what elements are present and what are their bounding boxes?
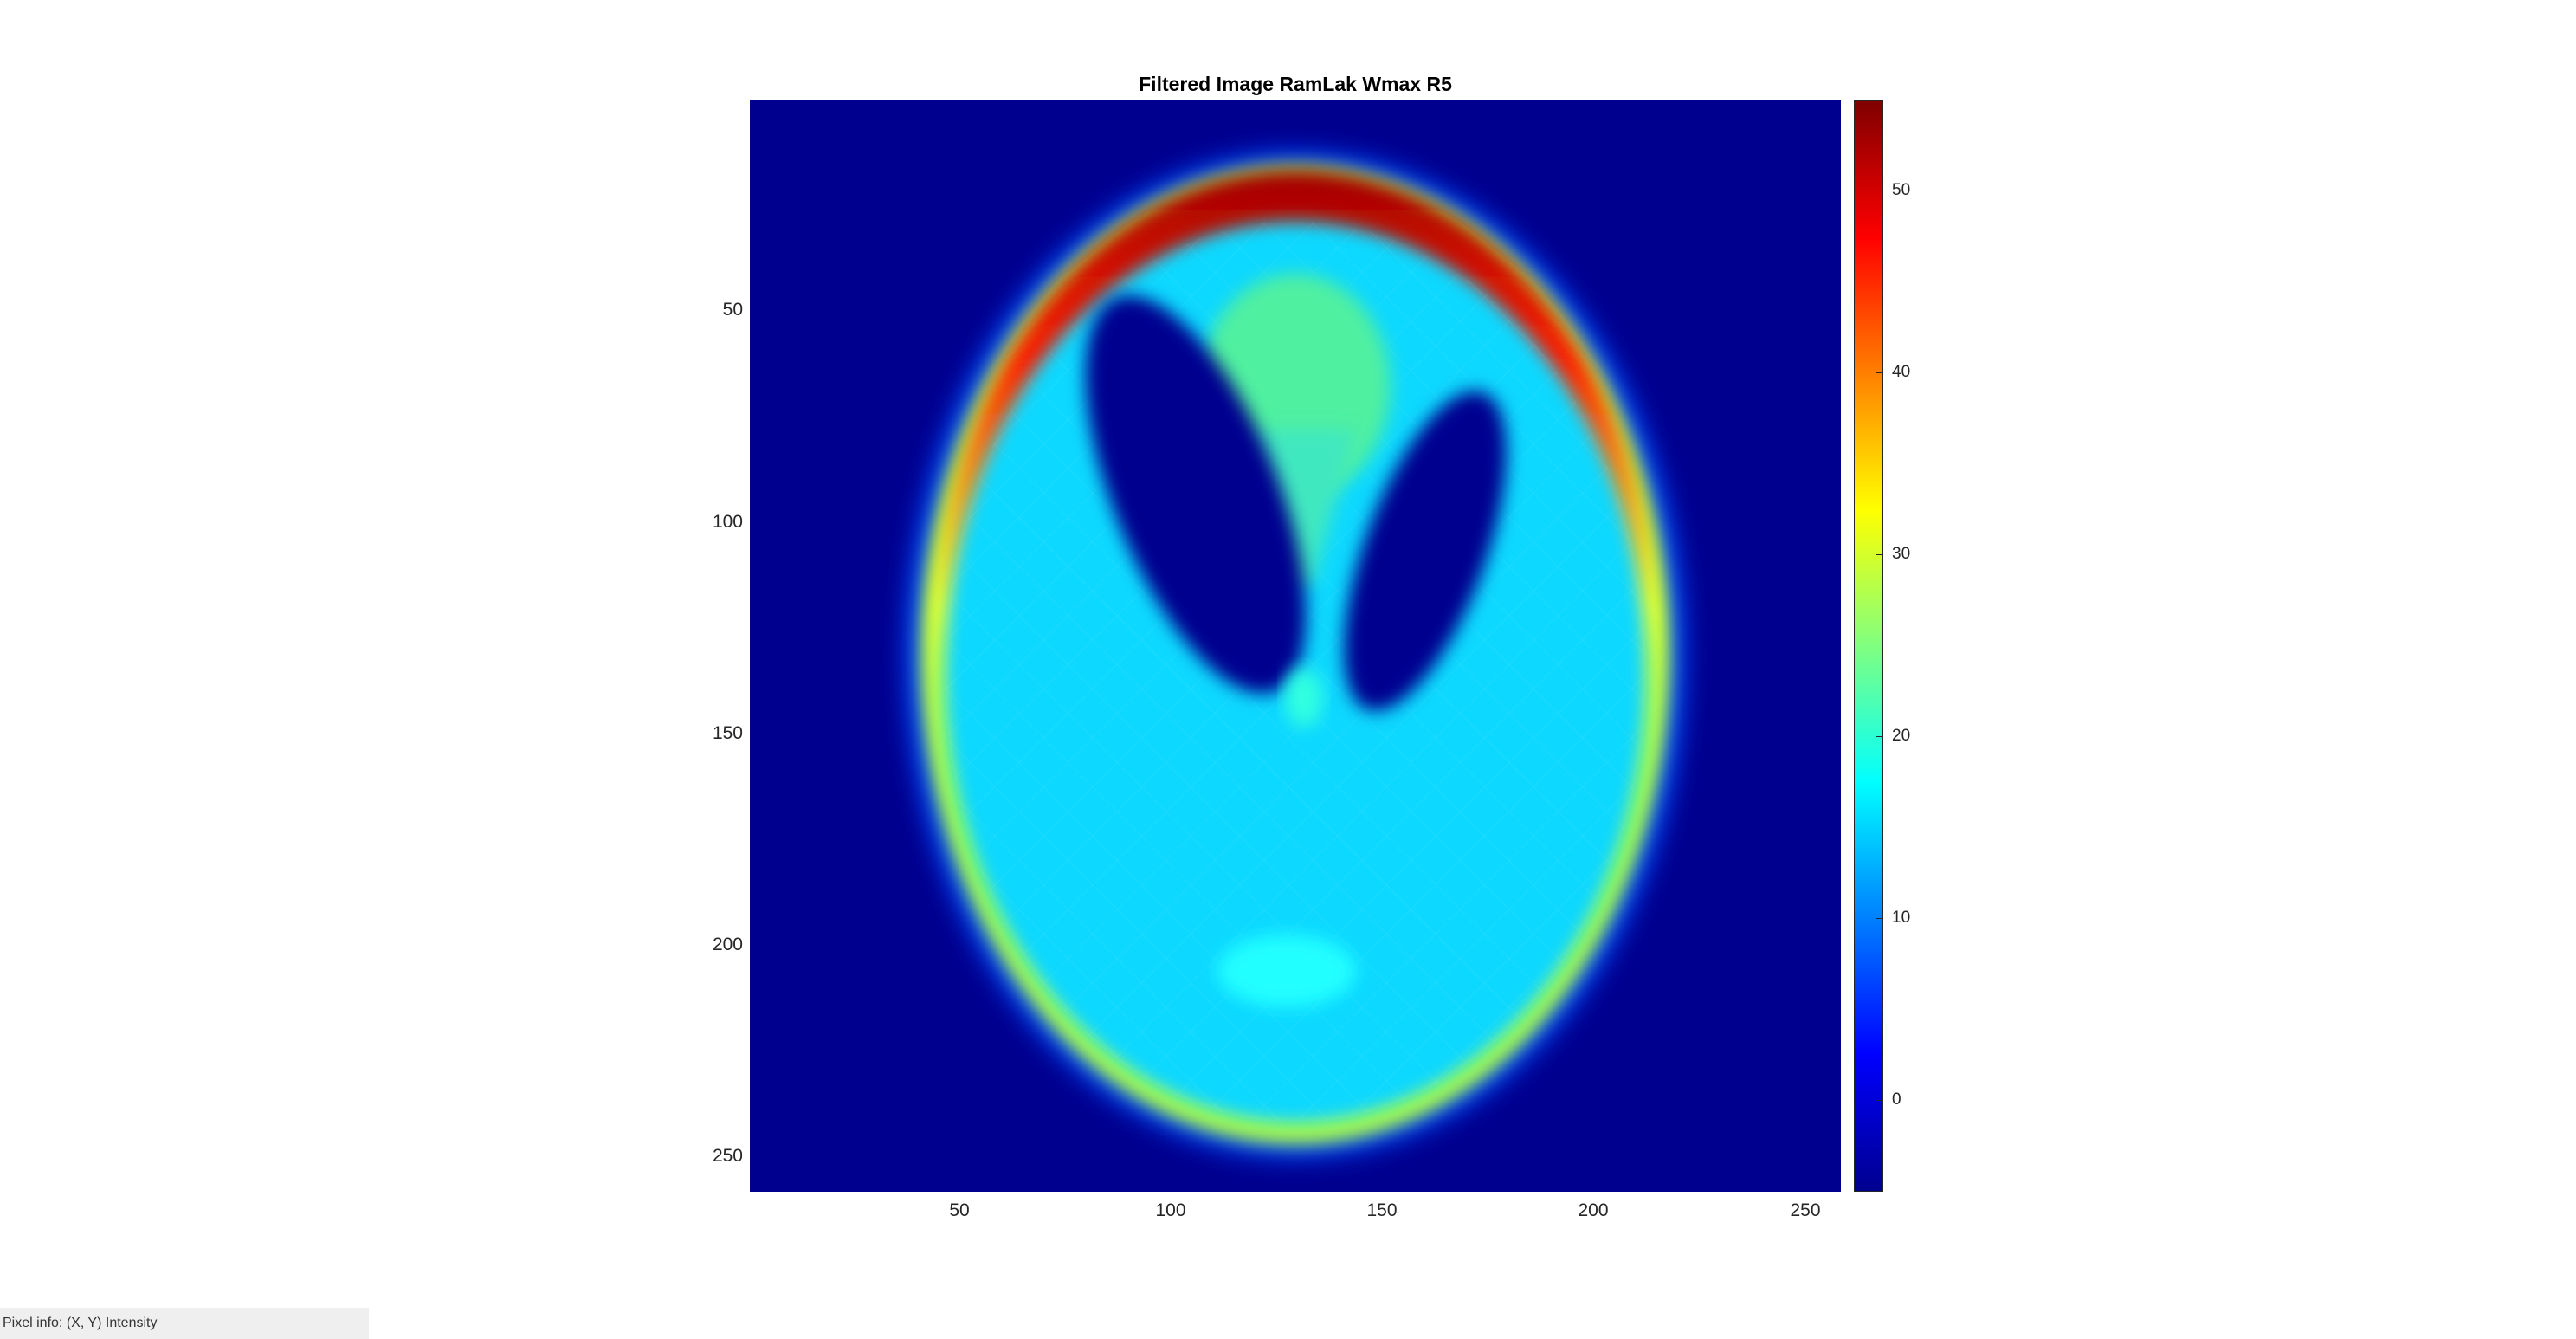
- colorbar-tick-mark: [1876, 736, 1883, 737]
- pixel-info-value: (X, Y) Intensity: [66, 1316, 158, 1330]
- colorbar-tick-mark: [1876, 554, 1883, 555]
- x-tick-label: 200: [1578, 1200, 1609, 1220]
- plot-title: Filtered Image RamLak Wmax R5: [1139, 73, 1452, 95]
- x-tick-label: 50: [949, 1200, 970, 1220]
- pixel-info-bar: Pixel info: (X, Y) Intensity: [0, 1308, 369, 1339]
- y-tick-label: 150: [712, 723, 743, 743]
- x-tick-label: 250: [1790, 1200, 1821, 1220]
- pixel-info-label: Pixel info:: [3, 1316, 63, 1330]
- colorbar-tick-label: 30: [1892, 545, 1911, 563]
- colorbar-tick-mark: [1876, 918, 1883, 919]
- x-tick-label: 100: [1155, 1200, 1186, 1220]
- colorbar-tick-label: 0: [1892, 1090, 1901, 1109]
- colorbar-tick-label: 10: [1892, 909, 1911, 927]
- y-tick-label: 250: [712, 1146, 743, 1166]
- y-tick-label: 200: [712, 935, 743, 954]
- x-tick-label: 150: [1366, 1200, 1398, 1220]
- colorbar-tick-mark: [1876, 1100, 1883, 1101]
- colorbar[interactable]: [1854, 100, 1883, 1192]
- y-tick-label: 50: [722, 300, 743, 320]
- colorbar-tick-mark: [1876, 372, 1883, 373]
- colorbar-tick-label: 50: [1892, 181, 1911, 199]
- phantom-image: [750, 100, 1841, 1192]
- colorbar-tick-label: 40: [1892, 363, 1911, 381]
- colorbar-tick-label: 20: [1892, 727, 1911, 745]
- image-axes[interactable]: [750, 100, 1841, 1192]
- y-tick-label: 100: [712, 512, 743, 532]
